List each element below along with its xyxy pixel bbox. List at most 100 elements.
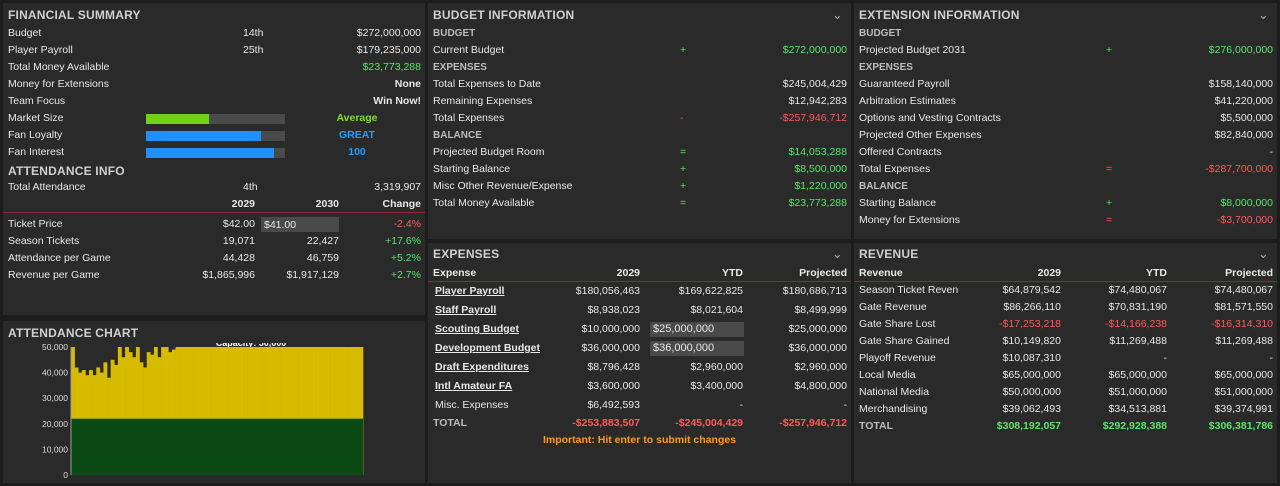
- attendance-bar: [168, 352, 173, 475]
- meter-row: Fan Interest 100: [3, 144, 425, 161]
- expense-row: Misc. Expenses $6,492,593 - -: [428, 396, 851, 415]
- ticket-price-input[interactable]: $41.00: [261, 217, 339, 232]
- attendance-2030: $1,917,129: [286, 269, 339, 281]
- revenue-projected: -$16,314,310: [1211, 318, 1273, 330]
- attendance-bar: [341, 347, 346, 475]
- revenue-label: Gate Revenue: [859, 301, 927, 313]
- meter-fill: [146, 148, 274, 158]
- info-row-label: Misc Other Revenue/Expense: [433, 180, 573, 192]
- expense-projected: $4,800,000: [794, 380, 847, 392]
- attendance-bar: [319, 347, 324, 475]
- attendance-row-label: Revenue per Game: [8, 269, 100, 281]
- expenses-header: Expense 2029 YTD Projected: [428, 265, 851, 282]
- budget-input[interactable]: $36,000,000: [650, 341, 744, 356]
- attendance-2030: 22,427: [306, 235, 339, 247]
- attendance-bar: [254, 347, 259, 475]
- revenue-projected: $11,269,488: [1215, 335, 1273, 347]
- budget-input-value[interactable]: $36,000,000: [653, 342, 715, 354]
- meter-bar: [146, 114, 285, 124]
- y-tick-label: 0: [63, 470, 68, 480]
- attendance-bar: [157, 357, 162, 475]
- info-row-value: $14,053,288: [788, 146, 847, 158]
- attendance-bar: [236, 347, 241, 475]
- expense-row: Intl Amateur FA $3,600,000 $3,400,000 $4,80…: [428, 377, 851, 396]
- info-row-label: Guaranteed Payroll: [859, 78, 950, 90]
- revenue-panel: REVENUE ⌄ Revenue 2029 YTD Projected Seas…: [854, 243, 1277, 483]
- attendance-bar: [251, 347, 256, 475]
- chevron-down-icon[interactable]: ⌄: [1257, 246, 1269, 261]
- revenue-row: Gate Share Lost -$17,253,218 -$14,166,238 -…: [854, 316, 1277, 333]
- attendance-bar: [233, 347, 238, 475]
- section-header: EXPENSES: [859, 62, 913, 73]
- info-row-operator: +: [680, 44, 687, 56]
- chevron-down-icon[interactable]: ⌄: [831, 246, 843, 261]
- attendance-bar: [308, 347, 313, 475]
- expense-link[interactable]: Scouting Budget: [435, 323, 519, 335]
- attendance-bar: [175, 347, 180, 475]
- ticket-price-value[interactable]: $41.00: [264, 219, 297, 231]
- info-row: Projected Budget 2031 + $276,000,000: [854, 42, 1277, 59]
- expense-link[interactable]: Player Payroll: [435, 285, 505, 297]
- info-row-label: Total Expenses: [433, 112, 505, 124]
- budget-input-value[interactable]: $25,000,000: [653, 323, 715, 335]
- meter-label: Fan Interest: [8, 146, 65, 158]
- chevron-down-icon[interactable]: ⌄: [831, 7, 843, 22]
- attendance-bar: [197, 347, 202, 475]
- info-row-label: Projected Budget Room: [433, 146, 545, 158]
- info-row-label: Offered Contracts: [859, 146, 942, 158]
- attendance-bar: [283, 347, 288, 475]
- attendance-bar: [244, 347, 248, 475]
- revenue-ytd: -$14,166,238: [1105, 318, 1167, 330]
- info-row: Current Budget + $272,000,000: [428, 42, 851, 59]
- expense-row: Staff Payroll $8,938,023 $8,021,604 $8,499,…: [428, 301, 851, 320]
- expense-link[interactable]: Draft Expenditures: [435, 361, 529, 373]
- info-row: Total Expenses to Date $245,004,429: [428, 76, 851, 93]
- expense-projected: $25,000,000: [788, 323, 847, 335]
- financial-row-value: $179,235,000: [356, 44, 421, 56]
- expense-ytd: $169,622,825: [678, 285, 743, 297]
- attendance-row: Attendance per Game 44,428 46,759 +5.2%: [3, 250, 425, 267]
- revenue-ytd: $70,831,190: [1108, 301, 1167, 313]
- revenue-title: REVENUE ⌄: [854, 243, 1277, 265]
- info-row-operator: =: [680, 197, 687, 209]
- extension-information-panel: EXTENSION INFORMATION ⌄ BUDGET Projected B…: [854, 3, 1277, 239]
- section-header: BALANCE: [433, 130, 482, 141]
- attendance-bar: [226, 347, 230, 475]
- attendance-bar: [125, 347, 129, 475]
- revenue-2029: $86,266,110: [1003, 301, 1061, 313]
- meter-fill: [146, 131, 262, 141]
- section-header: BUDGET: [433, 28, 476, 39]
- info-row: Projected Budget Room = $14,053,288: [428, 144, 851, 161]
- info-row-label: Current Budget: [433, 44, 505, 56]
- budget-information-title: BUDGET INFORMATION ⌄: [428, 3, 851, 25]
- revenue-label: Playoff Revenue: [859, 352, 936, 364]
- info-row-value: $158,140,000: [1208, 78, 1273, 90]
- attendance-change: -2.4%: [393, 218, 421, 230]
- revenue-row: Gate Revenue $86,266,110 $70,831,190 $81,57…: [854, 299, 1277, 316]
- info-row-value: $276,000,000: [1208, 44, 1273, 56]
- attendance-bar: [337, 347, 342, 475]
- attendance-bar: [334, 347, 339, 475]
- info-row: Offered Contracts -: [854, 144, 1277, 161]
- expense-link[interactable]: Staff Payroll: [435, 304, 497, 316]
- financial-row: Money for Extensions None: [3, 76, 425, 93]
- expense-ytd: $2,960,000: [690, 361, 743, 373]
- info-row: Money for Extensions = -$3,700,000: [854, 212, 1277, 229]
- attendance-bar: [215, 347, 220, 475]
- chevron-down-icon[interactable]: ⌄: [1257, 7, 1269, 22]
- y-tick-label: 30,000: [42, 393, 68, 403]
- info-row: Arbitration Estimates $41,220,000: [854, 93, 1277, 110]
- info-row-label: Starting Balance: [859, 197, 937, 209]
- info-row-value: $8,000,000: [1220, 197, 1273, 209]
- budget-input[interactable]: $25,000,000: [650, 322, 744, 337]
- revenue-ytd: $11,269,488: [1109, 335, 1167, 347]
- attendance-bar: [348, 347, 353, 475]
- revenue-total-row: TOTAL $308,192,057 $292,928,388 $306,381…: [859, 420, 1273, 432]
- info-row: Starting Balance + $8,000,000: [854, 195, 1277, 212]
- financial-row-value: None: [394, 78, 421, 90]
- attendance-change: +2.7%: [390, 269, 421, 281]
- expense-link[interactable]: Intl Amateur FA: [435, 380, 513, 392]
- expense-link[interactable]: Development Budget: [435, 342, 541, 354]
- financial-row: Team Focus Win Now!: [3, 93, 425, 110]
- attendance-bar: [204, 347, 209, 475]
